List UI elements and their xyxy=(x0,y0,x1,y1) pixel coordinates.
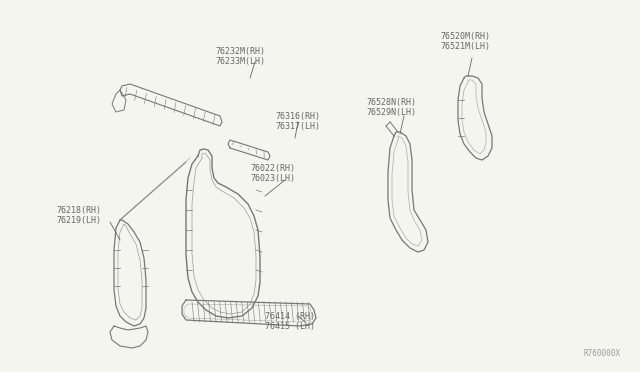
Text: 76520M(RH)
76521M(LH): 76520M(RH) 76521M(LH) xyxy=(440,32,490,51)
Text: 76022(RH)
76023(LH): 76022(RH) 76023(LH) xyxy=(250,164,295,183)
Text: 76232M(RH)
76233M(LH): 76232M(RH) 76233M(LH) xyxy=(215,47,265,66)
Text: 76316(RH)
76317(LH): 76316(RH) 76317(LH) xyxy=(275,112,320,131)
Text: R760000X: R760000X xyxy=(583,349,620,358)
Text: 76528N(RH)
76529N(LH): 76528N(RH) 76529N(LH) xyxy=(366,98,416,118)
Text: 76414 (RH)
76415 (LH): 76414 (RH) 76415 (LH) xyxy=(265,312,315,331)
Text: 76218(RH)
76219(LH): 76218(RH) 76219(LH) xyxy=(56,206,101,225)
